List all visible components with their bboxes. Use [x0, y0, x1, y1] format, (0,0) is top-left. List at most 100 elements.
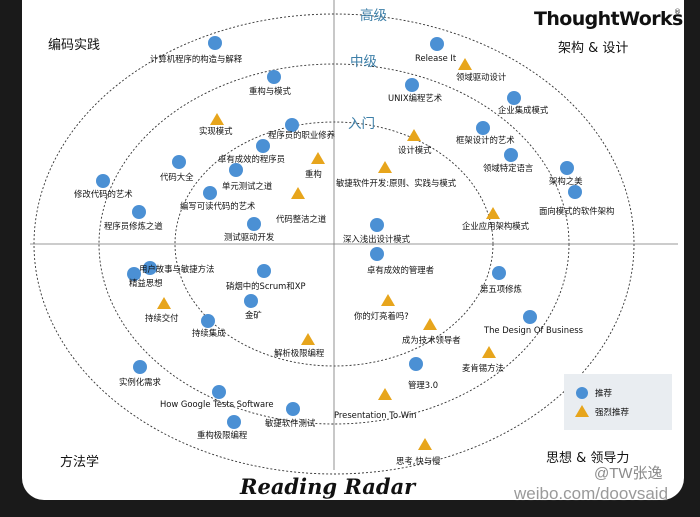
book-label-33: 实例化需求: [119, 377, 161, 387]
recommended-circle-icon: [203, 186, 217, 200]
book-label-43: 管理3.0: [408, 380, 438, 390]
book-label-23: 面向模式的软件架构: [539, 206, 614, 216]
quadrant-methodology: 方法学: [60, 454, 99, 470]
recommended-circle-icon: [370, 218, 384, 232]
strongly-recommended-triangle-icon: [210, 113, 224, 125]
recommended-circle-icon: [257, 264, 271, 278]
legend-strongly-recommended: 强烈推荐: [595, 407, 630, 418]
book-label-4: 程序员的职业修养: [268, 130, 336, 140]
recommended-circle-icon: [560, 161, 574, 175]
radar-title: Reading Radar: [239, 474, 417, 499]
strongly-recommended-triangle-icon: [301, 333, 315, 345]
reading-radar-diagram: 入门 中级 高级 编码实践 架构 & 设计 方法学 思想 & 领导力 Thoug…: [30, 0, 684, 499]
quadrant-architecture-design: 架构 & 设计: [558, 41, 628, 56]
quadrant-coding-practice: 编码实践: [48, 38, 100, 53]
recommended-circle-icon: [568, 185, 582, 199]
recommended-circle-icon: [405, 78, 419, 92]
book-label-22: 架构之美: [549, 176, 583, 186]
legend-triangle-icon: [575, 405, 589, 417]
book-label-27: 精益思想: [129, 278, 163, 288]
recommended-circle-icon: [143, 261, 157, 275]
recommended-circle-icon: [201, 314, 215, 328]
strongly-recommended-triangle-icon: [418, 438, 432, 450]
ring-label-beginner: 入门: [348, 116, 375, 132]
book-label-13: 测试驱动开发: [224, 232, 275, 242]
book-label-41: 成为技术领导者: [402, 335, 461, 345]
book-label-44: Presentation To Win: [334, 410, 416, 420]
recommended-circle-icon: [212, 385, 226, 399]
book-label-1: 计算机程序的构造与解释: [150, 54, 243, 64]
recommended-circle-icon: [504, 148, 518, 162]
book-label-14: Release It: [415, 53, 457, 63]
strongly-recommended-triangle-icon: [482, 346, 496, 358]
recommended-circle-icon: [267, 70, 281, 84]
strongly-recommended-triangle-icon: [486, 207, 500, 219]
watermark-url: weibo.com/doovsaid: [514, 484, 669, 503]
thoughtworks-logo: ThoughtWorks: [534, 8, 683, 30]
strongly-recommended-triangle-icon: [407, 129, 421, 141]
book-label-42: 麦肯锡方法: [462, 363, 504, 373]
book-label-34: How Google Tests Software: [160, 399, 274, 409]
book-label-20: 领域特定语言: [483, 163, 533, 173]
recommended-circle-icon: [208, 36, 222, 50]
strongly-recommended-triangle-icon: [458, 58, 472, 70]
book-label-21: 敏捷软件开发:原则、实践与模式: [336, 178, 457, 188]
legend-box: [564, 374, 672, 430]
recommended-circle-icon: [523, 310, 537, 324]
strongly-recommended-triangle-icon: [423, 318, 437, 330]
book-label-38: 第五项修炼: [480, 284, 522, 294]
recommended-circle-icon: [370, 247, 384, 261]
strongly-recommended-triangle-icon: [291, 187, 305, 199]
book-label-10: 编写可读代码的艺术: [180, 201, 256, 211]
recommended-circle-icon: [133, 360, 147, 374]
recommended-circle-icon: [244, 294, 258, 308]
book-label-11: 程序员修炼之道: [104, 221, 163, 231]
legend: 推荐 强烈推荐: [564, 374, 672, 430]
recommended-circle-icon: [247, 217, 261, 231]
quadrant-thinking-leadership: 思想 & 领导力: [546, 450, 629, 466]
book-label-24: 企业应用架构模式: [462, 221, 530, 231]
strongly-recommended-triangle-icon: [311, 152, 325, 164]
recommended-circle-icon: [430, 37, 444, 51]
book-label-29: 持续交付: [145, 313, 179, 323]
book-label-36: 敏捷软件测试: [265, 418, 316, 428]
strongly-recommended-triangle-icon: [157, 297, 171, 309]
book-label-25: 深入浅出设计模式: [343, 234, 411, 244]
recommended-circle-icon: [492, 266, 506, 280]
book-label-8: 单元测试之道: [222, 181, 273, 191]
recommended-circle-icon: [96, 174, 110, 188]
ring-label-advanced: 高级: [360, 7, 387, 24]
book-label-39: 你的灯亮着吗?: [354, 311, 409, 321]
book-label-35: 重构极限编程: [197, 430, 248, 440]
registered-mark: ®: [674, 8, 681, 16]
book-label-9: 修改代码的艺术: [74, 189, 133, 199]
strongly-recommended-triangle-icon: [378, 388, 392, 400]
book-label-30: 金矿: [245, 310, 262, 320]
book-label-16: UNIX编程艺术: [388, 93, 443, 103]
book-label-40: The Design Of Business: [483, 325, 583, 335]
recommended-circle-icon: [132, 205, 146, 219]
book-label-19: 框架设计的艺术: [456, 135, 515, 145]
recommended-circle-icon: [172, 155, 186, 169]
book-label-45: 思考,快与慢: [396, 456, 441, 466]
recommended-circle-icon: [507, 91, 521, 105]
book-label-26: 用户故事与敏捷方法: [139, 264, 214, 274]
recommended-circle-icon: [285, 118, 299, 132]
book-label-32: 解析极限编程: [274, 348, 325, 358]
book-label-15: 领域驱动设计: [456, 72, 507, 82]
book-label-18: 设计模式: [398, 145, 432, 155]
recommended-circle-icon: [227, 415, 241, 429]
strongly-recommended-triangle-icon: [378, 161, 392, 173]
book-label-3: 实现模式: [199, 126, 233, 136]
book-label-37: 卓有成效的管理者: [367, 265, 434, 275]
book-label-2: 重构与模式: [249, 86, 291, 96]
ring-label-intermediate: 中级: [350, 54, 377, 70]
legend-recommended: 推荐: [595, 388, 613, 399]
recommended-circle-icon: [476, 121, 490, 135]
legend-circle-icon: [576, 387, 588, 399]
recommended-circle-icon: [286, 402, 300, 416]
radar-card: 入门 中级 高级 编码实践 架构 & 设计 方法学 思想 & 领导力 Thoug…: [22, 0, 684, 500]
strongly-recommended-triangle-icon: [381, 294, 395, 306]
